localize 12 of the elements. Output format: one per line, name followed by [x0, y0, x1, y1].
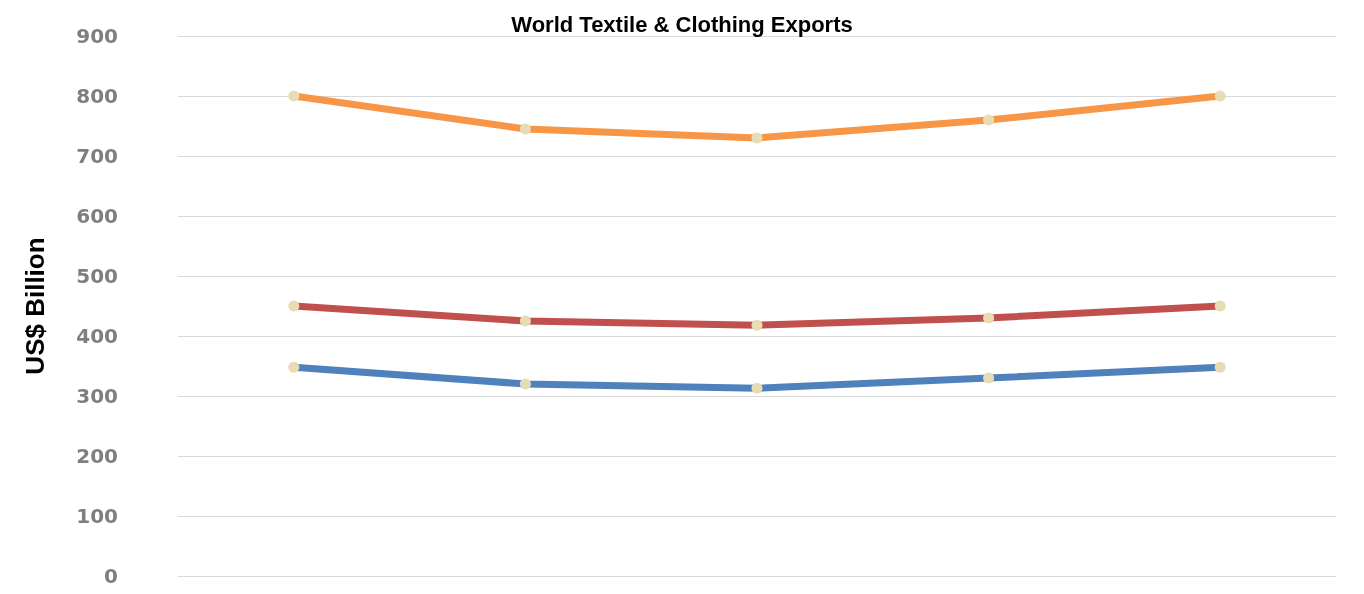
- y-axis-title: US$ Billion: [20, 237, 50, 375]
- y-tick-label: 400: [76, 324, 118, 348]
- y-tick-label: 800: [76, 84, 118, 108]
- chart-title: World Textile & Clothing Exports: [511, 11, 853, 37]
- y-tick-label: 300: [76, 384, 118, 408]
- y-tick-label: 100: [76, 504, 118, 528]
- y-tick-label: 200: [76, 444, 118, 468]
- y-tick-label: 700: [76, 144, 118, 168]
- y-tick-label: 600: [76, 204, 118, 228]
- y-tick-label: 900: [76, 24, 118, 48]
- y-tick-label: 500: [76, 264, 118, 288]
- y-tick-label: 0: [104, 564, 118, 588]
